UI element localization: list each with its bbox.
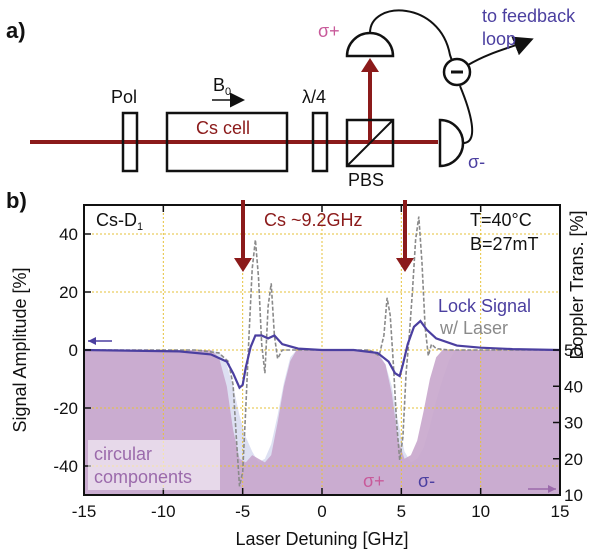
y-tick-label: -40: [53, 457, 78, 476]
pbs-label: PBS: [348, 170, 384, 190]
x-tick-label: 0: [317, 502, 326, 521]
x-tick-label: 10: [471, 502, 490, 521]
x-tick-label: -10: [151, 502, 176, 521]
species-main: Cs-D: [96, 210, 137, 230]
species-label: Cs-D1: [96, 210, 143, 233]
resonance-arrowhead-right: [396, 258, 414, 272]
y2-tick-label: 10: [564, 486, 583, 505]
circular-components-box: [88, 440, 220, 490]
signal-lines: [84, 216, 560, 487]
sigma-plus-label-a: σ+: [318, 21, 340, 41]
detector-sigma-minus: [438, 118, 465, 168]
y-tick-label: 0: [69, 341, 78, 360]
sigma-minus-label-b: σ-: [418, 471, 435, 491]
wire-sigma-minus: [459, 85, 474, 144]
polarizer-label: Pol: [111, 87, 137, 107]
cs-cell: [165, 111, 289, 173]
x-tick-label: 15: [551, 502, 570, 521]
field-label: B0: [213, 75, 231, 98]
y-tick-label: -20: [53, 399, 78, 418]
circular-label-2: components: [94, 467, 192, 487]
field-label-main: B: [213, 75, 225, 95]
pbs-cube: [345, 118, 395, 168]
sigma-plus-label-b: σ+: [363, 471, 385, 491]
lock-signal-line: [84, 319, 560, 390]
x-tick-label: -5: [235, 502, 250, 521]
y2-tick-label: 30: [564, 414, 583, 433]
temperature-label: T=40°C: [470, 210, 532, 230]
splitting-label: Cs ~9.2GHz: [264, 210, 363, 230]
panel-a-label: a): [6, 18, 26, 43]
panel-b-label: b): [6, 188, 27, 213]
x-tick-label: -15: [72, 502, 97, 521]
lock-signal-legend: Lock Signal: [438, 296, 531, 316]
polarizer: [121, 111, 139, 173]
right-axis-arrowhead: [548, 485, 556, 493]
quarter-wave-label: λ/4: [302, 87, 326, 107]
feedback-label-1: to feedback: [482, 6, 576, 26]
y2-tick-label: 40: [564, 377, 583, 396]
circular-label-1: circular: [94, 444, 152, 464]
y2-tick-label: 20: [564, 450, 583, 469]
x-axis-title: Laser Detuning [GHz]: [235, 529, 408, 549]
left-axis-arrowhead: [88, 337, 96, 345]
pbs-diagonal: [346, 119, 394, 167]
field-label-sub: 0: [225, 86, 231, 98]
detector-sigma-plus: [345, 31, 395, 58]
panel-a: a) Pol Cs cell B0 λ/4 PBS σ+ σ-: [6, 6, 576, 190]
with-laser-legend: w/ Laser: [439, 318, 508, 338]
feedback-label-2: loop: [482, 29, 516, 49]
cs-cell-label: Cs cell: [196, 118, 250, 138]
y-axis-title: Signal Amplitude [%]: [10, 267, 30, 432]
field-value-label: B=27mT: [470, 234, 539, 254]
quarter-wave-plate: [311, 111, 329, 173]
x-tick-label: 5: [397, 502, 406, 521]
beam-arrow-up: [361, 58, 379, 72]
species-sub: 1: [137, 221, 143, 233]
y2-axis-title: Doppler Trans. [%]: [567, 210, 587, 359]
y-tick-label: 40: [59, 225, 78, 244]
y-tick-label: 20: [59, 283, 78, 302]
feedback-arrow: [467, 36, 534, 66]
sigma-minus-label-a: σ-: [468, 152, 485, 172]
y2-tick-label: 50: [564, 341, 583, 360]
resonance-arrowhead-left: [234, 258, 252, 272]
